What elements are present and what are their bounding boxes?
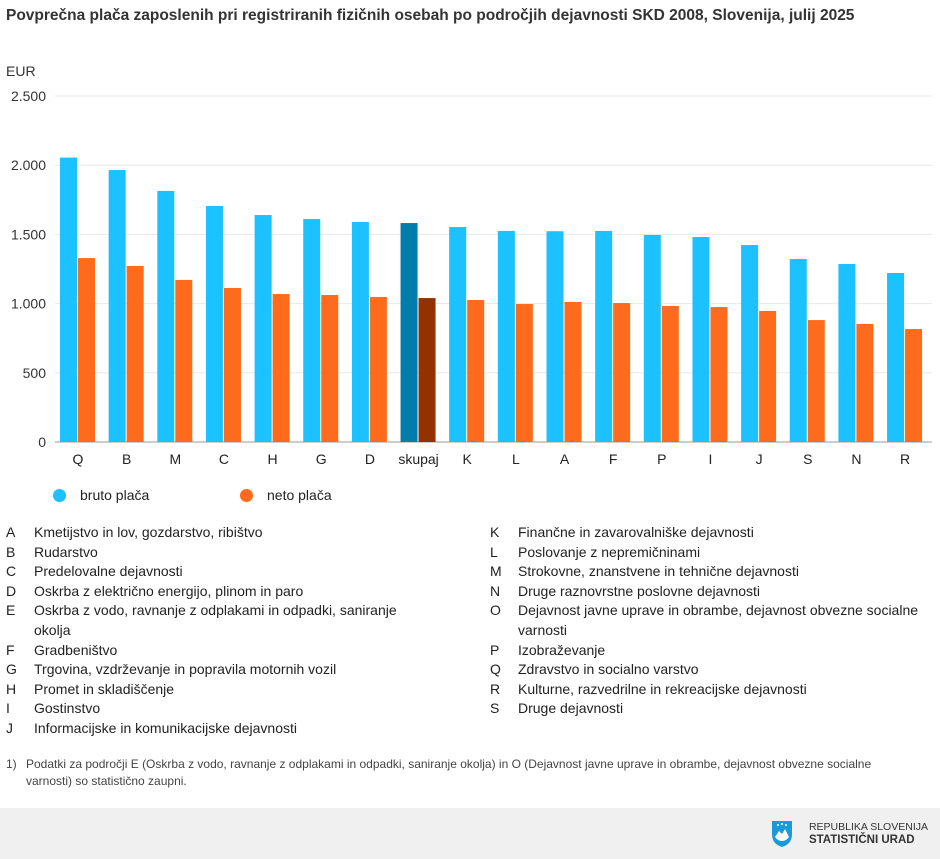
y-tick-label: 0 [38,434,46,450]
bar-bruto-P[interactable] [643,234,661,442]
x-tick-label: skupaj [398,451,438,467]
bar-bruto-H[interactable] [254,215,272,442]
bar-bruto-R[interactable] [887,273,905,442]
category-item: P Izobraževanje [490,641,606,658]
sursi-logo[interactable]: REPUBLIKA SLOVENIJA STATISTIČNI URAD [771,820,928,848]
bar-neto-A[interactable] [564,301,582,442]
x-tick-label: I [709,451,713,467]
category-item: I Gostinstvo [6,700,101,717]
bar-neto-D[interactable] [369,296,387,442]
x-tick-label: F [609,451,618,467]
category-item: Q Zdravstvo in socialno varstvo [490,661,699,678]
x-tick-label: D [365,451,375,467]
footer: REPUBLIKA SLOVENIJA STATISTIČNI URAD [0,808,940,859]
x-tick-label: L [512,451,520,467]
bar-neto-L[interactable] [515,304,533,442]
y-tick-label: 2.000 [11,157,46,173]
category-item: G Trgovina, vzdrževanje in popravila moto… [6,661,337,678]
bar-bruto-B[interactable] [108,170,126,442]
category-item: C Predelovalne dejavnosti [6,563,183,580]
bar-neto-N[interactable] [856,323,874,442]
bar-bruto-J[interactable] [741,245,759,442]
category-item: L Poslovanje z nepremičninami [490,543,701,560]
bar-neto-R[interactable] [905,329,923,442]
category-item: J Informacijske in komunikacijske dejavno… [6,719,297,736]
bar-neto-K[interactable] [467,300,485,442]
bar-neto-F[interactable] [613,303,631,442]
bar-bruto-K[interactable] [449,227,467,442]
category-item: R Kulturne, razvedrilne in rekreacijske d… [490,680,807,697]
y-axis-label: EUR [6,63,36,79]
category-item: B Rudarstvo [6,543,98,560]
legend-label-neto: neto plača [267,487,332,503]
legend-swatch-bruto [53,488,66,502]
bar-bruto-D[interactable] [351,221,369,442]
legend-swatch-neto [240,488,253,502]
legend-bruto[interactable]: bruto plača [53,487,149,503]
bar-neto-G[interactable] [321,295,339,442]
x-tick-label: G [316,451,327,467]
bar-neto-S[interactable] [807,320,825,442]
x-tick-label: M [169,451,181,467]
bar-bruto-I[interactable] [692,237,710,442]
x-tick-label: J [756,451,763,467]
bar-neto-skupaj[interactable] [418,298,436,442]
category-item: D Oskrba z električno energijo, plinom in… [6,582,304,599]
bar-bruto-skupaj[interactable] [400,223,418,442]
x-tick-label: K [463,451,473,467]
coat-of-arms-icon [771,821,792,847]
legend-neto[interactable]: neto plača [240,487,332,503]
category-item: S Druge dejavnosti [490,700,624,717]
category-item: H Promet in skladiščenje [6,680,175,697]
category-item: F Gradbeništvo [6,641,118,658]
category-item: M Strokovne, znanstvene in tehnične dejav… [490,563,799,580]
category-item: O Dejavnost javne uprave in obrambe, deja… [490,602,919,638]
bar-bruto-F[interactable] [595,230,613,442]
x-tick-label: H [268,451,278,467]
chart-title: Povprečna plača zaposlenih pri registrir… [6,7,855,24]
bar-neto-Q[interactable] [78,258,95,442]
x-tick-label: Q [73,451,84,467]
x-tick-label: R [900,451,910,467]
bar-bruto-G[interactable] [303,219,321,442]
y-tick-label: 1.000 [11,296,46,312]
legend-label-bruto: bruto plača [80,487,150,503]
x-tick-label: B [122,451,131,467]
x-tick-label: A [560,451,570,467]
y-tick-label: 2.500 [11,88,46,104]
bar-bruto-N[interactable] [838,264,856,442]
x-tick-label: C [219,451,229,467]
bar-neto-C[interactable] [223,287,241,442]
footnote: 1) Podatki za področji E (Oskrba z vodo, … [6,757,872,788]
bar-neto-P[interactable] [661,305,679,442]
x-tick-label: S [803,451,812,467]
category-item: E Oskrba z vodo, ravnanje z odplakami in … [6,602,397,638]
bar-bruto-Q[interactable] [60,157,77,442]
y-tick-label: 1.500 [11,226,46,242]
category-legend-left: A Kmetijstvo in lov, gozdarstvo, ribištvo… [6,523,426,739]
bar-bruto-A[interactable] [546,231,564,442]
bar-neto-H[interactable] [272,294,290,442]
category-legend-right: K Finančne in zavarovalniške dejavnosti L P… [490,523,930,719]
bar-neto-B[interactable] [126,265,144,442]
category-item: A Kmetijstvo in lov, gozdarstvo, ribištvo [6,524,263,540]
bar-neto-J[interactable] [759,310,777,442]
x-tick-label: P [657,451,666,467]
y-tick-label: 500 [23,365,47,381]
category-item: N Druge raznovrstne poslovne dejavnosti [490,582,761,599]
bar-bruto-C[interactable] [205,206,223,442]
bar-bruto-M[interactable] [157,190,175,442]
bar-neto-M[interactable] [175,279,193,442]
category-item: K Finančne in zavarovalniške dejavnosti [490,524,754,540]
bar-bruto-S[interactable] [789,259,807,442]
x-tick-label: N [851,451,861,467]
bar-neto-I[interactable] [710,307,728,442]
bar-bruto-L[interactable] [497,230,515,442]
